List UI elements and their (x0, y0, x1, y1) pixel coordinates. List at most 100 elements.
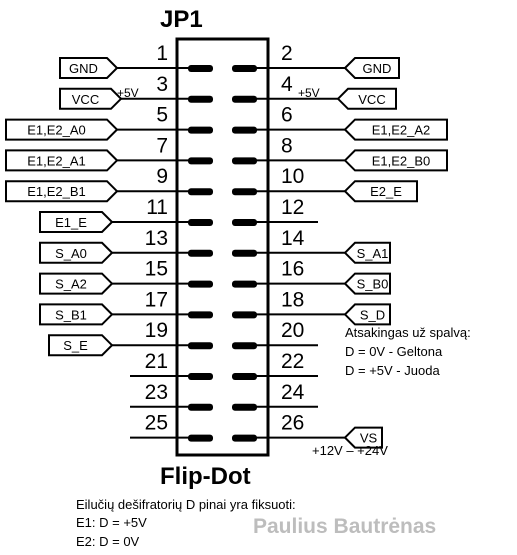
author-watermark: Paulius Bautrėnas (253, 515, 436, 538)
pin-row-right-16: 16 S_B0 (232, 258, 391, 295)
signal-tag (5, 149, 119, 172)
signal-tag (39, 272, 114, 295)
signal-tag (343, 118, 448, 141)
pin-row-left-7: 7 E1,E2_A1 (5, 134, 213, 172)
pin-number: 10 (281, 165, 304, 188)
pin-pad (188, 311, 213, 319)
pin-number: 4 (281, 73, 293, 96)
signal-label: E1_E (55, 215, 87, 230)
pin-pad (188, 126, 213, 134)
pin-row-right-18: 18 S_D (232, 288, 391, 326)
color-note-line-3: D = +5V - Juoda (345, 363, 440, 378)
pin-pad (232, 403, 257, 411)
pin-number: 9 (156, 165, 168, 188)
signal-label: VCC (358, 92, 385, 107)
signal-tag (48, 334, 114, 357)
signal-tag (343, 57, 400, 79)
signal-label: GND (363, 61, 392, 76)
pin-row-right-2: 2 GND (232, 42, 400, 79)
color-note-line-2: D = 0V - Geltona (345, 344, 443, 359)
pin-row-right-14: 14 S_A1 (232, 227, 391, 264)
pin-row-left-23: 23 (130, 381, 213, 411)
vs-voltage-range: +12V – +24V (312, 443, 388, 458)
pin-number: 20 (281, 319, 304, 342)
pin-number: 13 (145, 227, 168, 250)
pin-pad (232, 157, 257, 165)
pin-row-right-12: 12 (232, 196, 318, 226)
pin-number: 25 (145, 412, 168, 435)
signal-label: VS (360, 431, 378, 446)
pin-number: 14 (281, 227, 305, 250)
pin-row-right-4: 4 VCC +5V (232, 73, 397, 110)
signal-tag (59, 57, 119, 79)
pin-number: 23 (145, 381, 168, 404)
pin-number: 11 (146, 196, 168, 219)
pin-number: 5 (156, 104, 168, 127)
signal-tag (343, 180, 418, 203)
signal-label: S_B0 (357, 277, 389, 292)
pin-row-left-9: 9 E1,E2_B1 (5, 165, 213, 203)
pin-row-right-26: 26 VS (232, 412, 383, 449)
pin-row-right-10: 10 E2_E (232, 165, 418, 203)
pin-number: 21 (145, 350, 168, 373)
color-note-line-1: Atsakingas už spalvą: (345, 325, 471, 340)
pin-pad (232, 95, 257, 103)
pin-number: 16 (281, 258, 304, 281)
pin-row-right-6: 6 E1,E2_A2 (232, 104, 448, 141)
pin-pad (232, 188, 257, 196)
pin-pad (232, 126, 257, 134)
signal-label: S_A1 (357, 246, 389, 261)
pin-number: 8 (281, 134, 293, 157)
pin-pad (188, 188, 213, 196)
signal-tag (39, 241, 114, 264)
pin-row-left-11: 11 E1_E (39, 196, 213, 233)
bottom-note-line-3: E2: D = 0V (76, 534, 140, 549)
pin-pad (188, 373, 213, 380)
pin-pad (188, 157, 213, 165)
signal-tag (343, 303, 391, 326)
supply-voltage-label: +5V (117, 86, 139, 100)
pin-pad (232, 219, 257, 226)
pin-row-left-5: 5 E1,E2_A0 (5, 104, 213, 141)
connector-footer-title: Flip-Dot (160, 463, 251, 490)
pin-number: 22 (281, 350, 304, 373)
pin-number: 26 (281, 412, 304, 435)
pin-pad (188, 342, 213, 350)
signal-tag (39, 303, 114, 326)
pin-row-right-8: 8 E1,E2_B0 (232, 134, 448, 172)
pin-number: 6 (281, 104, 293, 127)
pin-pad (232, 280, 257, 288)
pin-number: 17 (145, 288, 168, 311)
bottom-note-line-2: E1: D = +5V (76, 515, 147, 530)
signal-label: E1,E2_B1 (27, 184, 86, 199)
pin-pad (188, 434, 213, 442)
pin-row-left-19: 19 S_E (48, 319, 213, 357)
signal-tag (343, 426, 383, 449)
signal-label: E1,E2_A2 (372, 123, 431, 138)
pin-row-left-17: 17 S_B1 (39, 288, 213, 326)
pin-number: 2 (281, 42, 293, 65)
signal-tag (343, 241, 391, 264)
pin-pad (188, 249, 213, 257)
pin-pad (188, 219, 213, 226)
signal-tag (39, 211, 114, 233)
pin-pad (232, 65, 257, 72)
signal-label: S_A2 (55, 277, 87, 292)
pin-pad (188, 280, 213, 288)
pin-row-left-13: 13 S_A0 (39, 227, 213, 264)
signal-label: E1,E2_A1 (27, 153, 86, 168)
signal-tag (336, 87, 397, 110)
supply-voltage-label: +5V (298, 86, 320, 100)
pin-number: 3 (156, 73, 168, 96)
signal-tag (343, 272, 391, 295)
signal-label: VCC (72, 92, 99, 107)
signal-label: S_E (63, 338, 88, 353)
pin-row-left-25: 25 (130, 412, 213, 442)
pin-pad (188, 65, 213, 72)
pin-row-right-22: 22 (232, 350, 318, 380)
pin-pad (232, 373, 257, 380)
pin-pad (188, 95, 213, 103)
pin-pad (188, 403, 213, 411)
signal-label: S_B1 (55, 307, 87, 322)
